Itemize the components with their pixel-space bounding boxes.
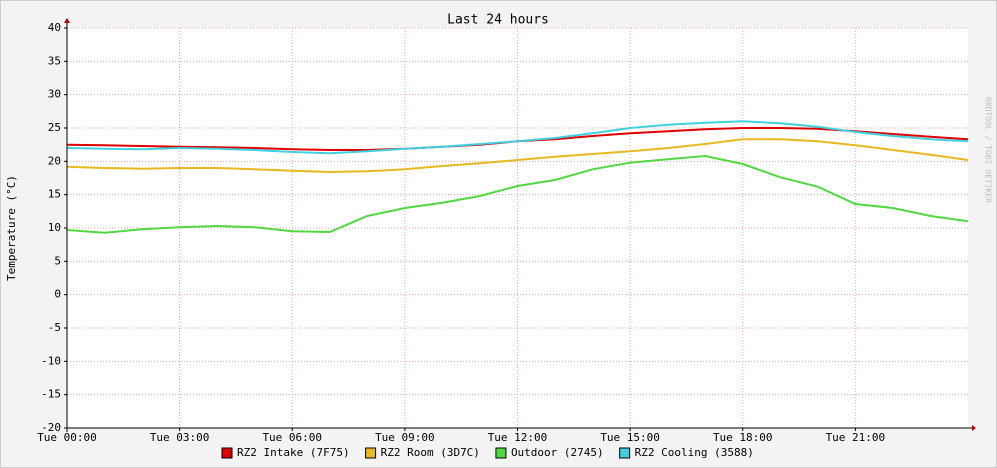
watermark: RRDTOOL / TOBI OETIKER <box>984 97 993 203</box>
y-tick-label: 35 <box>48 54 61 67</box>
legend: RZ2 Intake (7F75) RZ2 Room (3D7C) Outdoor … <box>221 446 754 459</box>
y-tick-label: 0 <box>54 288 61 301</box>
y-arrow <box>64 18 70 23</box>
legend-swatch <box>221 447 233 459</box>
x-tick-label: Tue 15:00 <box>600 431 660 444</box>
x-tick-label: Tue 21:00 <box>826 431 886 444</box>
y-tick-label: -15 <box>41 388 61 401</box>
x-tick-label: Tue 06:00 <box>262 431 322 444</box>
y-axis-label: Temperature (°C) <box>5 175 18 281</box>
series-line <box>66 154 969 234</box>
x-tick-label: Tue 18:00 <box>713 431 773 444</box>
x-arrow <box>972 425 976 431</box>
legend-item: Outdoor (2745) <box>495 446 604 459</box>
legend-item: RZ2 Intake (7F75) <box>221 446 350 459</box>
y-tick-label: 10 <box>48 221 61 234</box>
y-tick-label: -10 <box>41 354 61 367</box>
legend-item: RZ2 Room (3D7C) <box>365 446 480 459</box>
legend-swatch <box>495 447 507 459</box>
y-tick-label: 40 <box>48 21 61 34</box>
y-tick-label: -5 <box>48 321 61 334</box>
legend-swatch <box>619 447 631 459</box>
series-line <box>66 138 969 174</box>
lines <box>66 120 969 234</box>
x-tick-label: Tue 12:00 <box>488 431 548 444</box>
x-tick-label: Tue 03:00 <box>150 431 210 444</box>
y-tick-label: 5 <box>54 254 61 267</box>
y-tick-label: 30 <box>48 88 61 101</box>
chart-title: Last 24 hours <box>447 13 549 28</box>
y-tick-label: 25 <box>48 121 61 134</box>
series-line <box>66 120 969 155</box>
legend-item: RZ2 Cooling (3588) <box>619 446 754 459</box>
y-tick-label: 20 <box>48 154 61 167</box>
y-tick-label: -20 <box>41 421 61 434</box>
y-tick-label: 15 <box>48 188 61 201</box>
legend-label: RZ2 Intake (7F75) <box>237 446 350 459</box>
legend-label: RZ2 Room (3D7C) <box>381 446 480 459</box>
legend-swatch <box>365 447 377 459</box>
x-tick-label: Tue 00:00 <box>37 431 97 444</box>
legend-label: Outdoor (2745) <box>511 446 604 459</box>
legend-label: RZ2 Cooling (3588) <box>635 446 754 459</box>
x-tick-label: Tue 09:00 <box>375 431 435 444</box>
